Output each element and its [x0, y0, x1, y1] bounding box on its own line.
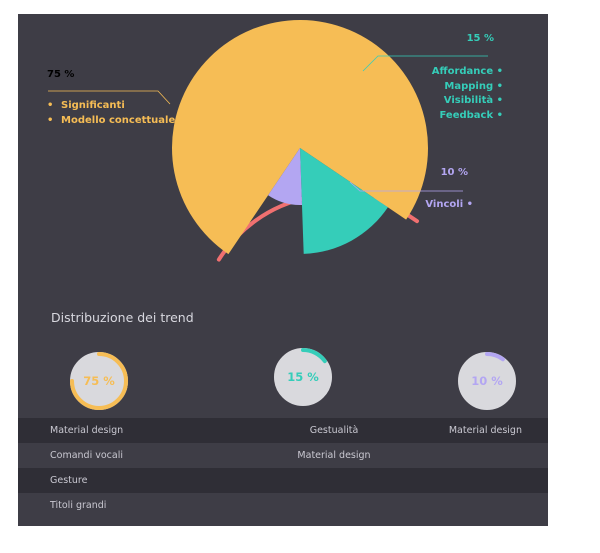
table-cell: Comandi vocali — [50, 450, 123, 461]
gauge-10: 10 % — [456, 350, 518, 412]
pie-label-10: 10 % — [440, 167, 468, 178]
gauge-15: 15 % — [272, 346, 334, 408]
table-cell: Gesture — [50, 475, 88, 486]
table-row: Comandi vocali Material design — [18, 443, 548, 468]
callout-item: Vincoli — [425, 198, 473, 213]
gauge-arc — [485, 352, 505, 362]
callout-item: Significanti — [47, 99, 175, 114]
callout-75: Significanti Modello concettuale — [47, 99, 175, 128]
table-cell: Gestualità — [309, 425, 359, 436]
callout-item: Visibilità — [432, 94, 503, 109]
pie-chart — [48, 19, 488, 262]
pie-label-75: 75 % — [47, 69, 75, 80]
table-row: Titoli grandi — [18, 493, 548, 518]
callout-item: Affordance — [432, 65, 503, 80]
gauge-value: 15 % — [287, 370, 319, 384]
table-cell: Material design — [50, 425, 124, 436]
table-cell: Titoli grandi — [50, 500, 107, 511]
gauge-arc — [70, 352, 128, 410]
table-row: Gesture — [18, 468, 548, 493]
gauge-value: 75 % — [83, 374, 115, 388]
callout-item: Feedback — [432, 109, 503, 124]
section-title: Distribuzione dei trend — [51, 310, 194, 325]
pie-label-15: 15 % — [466, 33, 494, 44]
gauge-arc — [301, 348, 327, 364]
trend-table: Material design Gestualità Material desi… — [18, 418, 548, 518]
table-cell: Material design — [448, 425, 522, 436]
table-row: Material design Gestualità Material desi… — [18, 418, 548, 443]
pie-slice-15 — [300, 148, 388, 254]
gauge-75: 75 % — [68, 350, 130, 412]
callout-15: Affordance Mapping Visibilità Feedback — [432, 65, 503, 123]
callout-item: Modello concettuale — [47, 114, 175, 129]
callout-10: Vincoli — [425, 198, 473, 213]
pie-slice-75 — [171, 19, 428, 255]
callout-item: Mapping — [432, 80, 503, 95]
infographic-panel: 75 % Significanti Modello concettuale 15… — [18, 14, 548, 526]
gauge-value: 10 % — [471, 374, 503, 388]
leader-line-10 — [349, 181, 463, 192]
table-cell: Material design — [297, 450, 371, 461]
pie-slice-10 — [268, 148, 302, 206]
leader-line-15 — [362, 55, 488, 72]
